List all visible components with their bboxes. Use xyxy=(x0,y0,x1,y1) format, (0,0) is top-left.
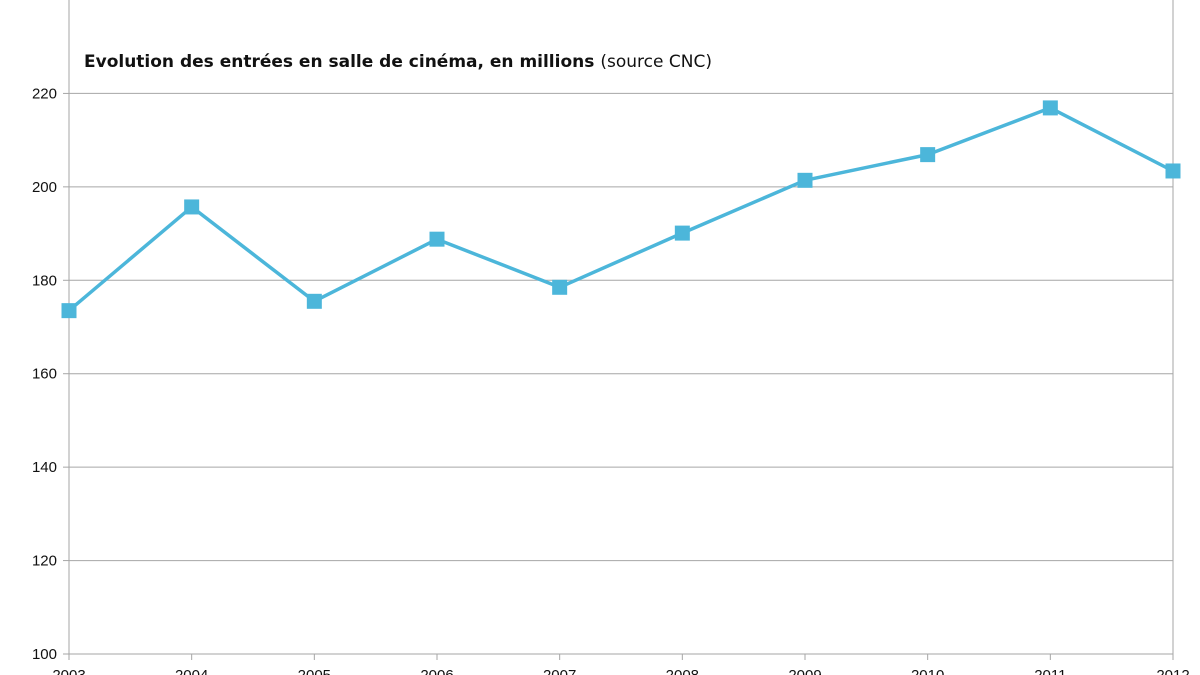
x-tick-label-2004: 2004 xyxy=(175,667,208,675)
data-point-2007 xyxy=(552,279,568,295)
x-tick-label-2008: 2008 xyxy=(666,667,699,675)
x-tick-label-2010: 2010 xyxy=(911,667,944,675)
y-tick-label-120: 120 xyxy=(32,553,57,570)
x-tick-label-2012: 2012 xyxy=(1156,667,1189,675)
x-tick-label-2003: 2003 xyxy=(52,667,85,675)
data-point-2006 xyxy=(429,231,445,247)
x-tick-label-2011: 2011 xyxy=(1034,667,1066,675)
series xyxy=(61,100,1181,319)
chart-title-main: Evolution des entrées en salle de cinéma… xyxy=(84,52,594,72)
x-tick-label-2007: 2007 xyxy=(543,667,576,675)
data-point-2011 xyxy=(1042,100,1058,116)
x-tick-label-2006: 2006 xyxy=(420,667,453,675)
x-tick-label-2005: 2005 xyxy=(298,667,331,675)
y-tick-label-140: 140 xyxy=(32,459,57,476)
grid-lines xyxy=(69,92,1173,655)
data-point-2004 xyxy=(184,199,200,215)
y-tick-label-220: 220 xyxy=(32,85,57,102)
data-point-2010 xyxy=(920,147,936,163)
data-point-2009 xyxy=(797,172,813,188)
series-line xyxy=(67,106,1174,312)
y-tick-label-100: 100 xyxy=(32,646,57,663)
y-tick-label-180: 180 xyxy=(32,272,57,289)
x-tick-labels: 2003 2004 2005 2006 2007 2008 2009 2010 2011 2012 xyxy=(52,667,1189,675)
data-point-2012 xyxy=(1165,163,1181,179)
chart-subtitle: (source CNC) xyxy=(600,52,712,72)
x-tick-label-2009: 2009 xyxy=(788,667,821,675)
y-tick-label-200: 200 xyxy=(32,179,57,196)
y-tick-labels: 100 120 140 160 180 200 220 xyxy=(32,85,57,663)
data-point-2008 xyxy=(674,225,690,241)
axes xyxy=(63,0,1174,660)
data-point-2005 xyxy=(306,293,322,309)
y-tick-label-160: 160 xyxy=(32,366,57,383)
chart-title: Evolution des entrées en salle de cinéma… xyxy=(84,52,712,72)
data-point-2003 xyxy=(61,303,77,319)
